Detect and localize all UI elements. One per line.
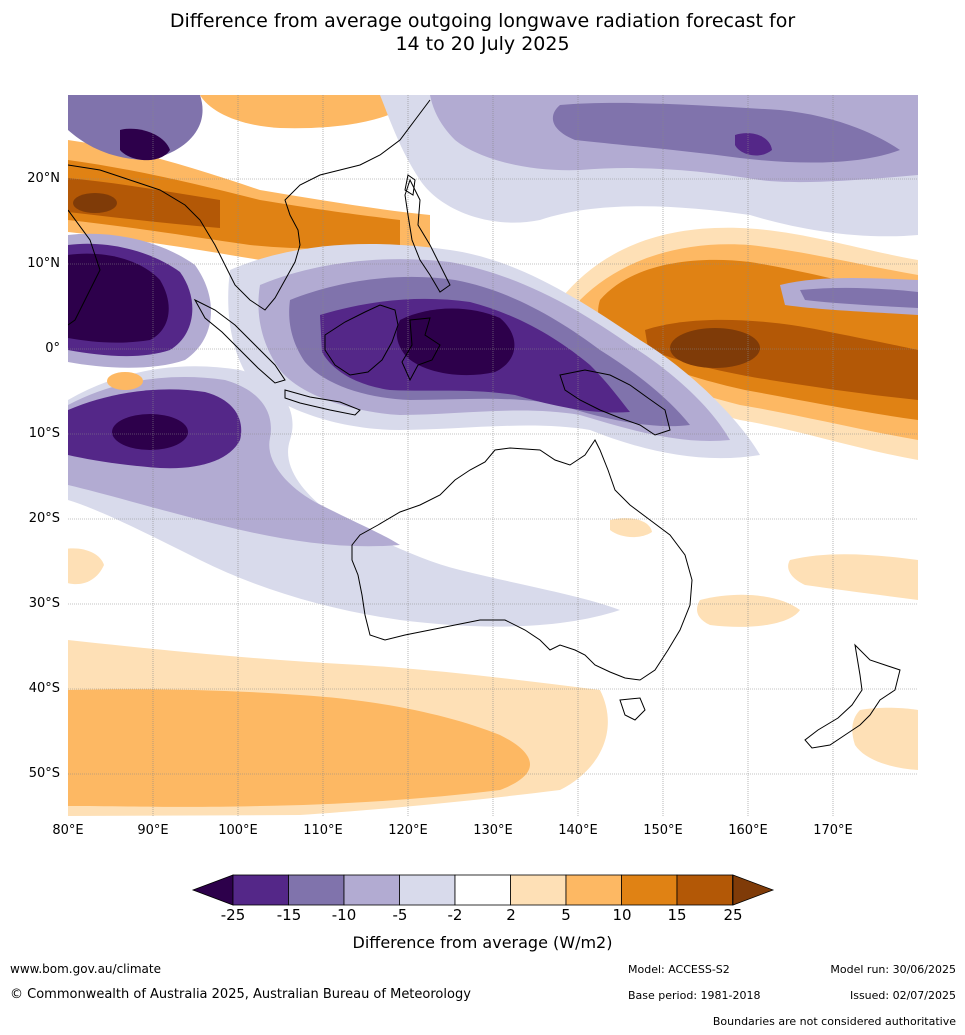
colorbar-tick: -25 [220,906,246,924]
lat-label-10n: 10°N [27,256,60,271]
anomaly-field [68,95,918,816]
lon-label-80e: 80°E [52,823,84,838]
lon-label-140e: 140°E [558,823,598,838]
colorbar-title: Difference from average (W/m2) [352,933,613,952]
website-link[interactable]: www.bom.gov.au/climate [10,962,161,976]
colorbar-tick: -10 [331,906,357,924]
colorbar-tick: -15 [276,906,302,924]
lat-label-10s: 10°S [28,426,60,441]
copyright-text: © Commonwealth of Australia 2025, Austra… [10,987,471,1002]
lon-label-110e: 110°E [303,823,343,838]
colorbar-tick: -2 [447,906,463,924]
grid-lines [68,95,918,816]
lon-label-160e: 160°E [728,823,768,838]
colorbar-max-arrow [732,874,775,906]
coastlines [68,99,901,749]
model-run-text: Model run: 30/06/2025 [830,963,956,976]
colorbar-swatch [510,874,567,906]
lon-label-150e: 150°E [643,823,683,838]
lat-label-20s: 20°S [28,511,60,526]
lat-label-50s: 50°S [28,766,60,781]
colorbar [191,874,775,906]
colorbar-swatch [343,874,400,906]
lon-label-100e: 100°E [218,823,258,838]
colorbar-swatch [288,874,345,906]
colorbar-swatch [399,874,456,906]
disclaimer-text: Boundaries are not considered authoritat… [712,1015,956,1028]
lat-label-0: 0° [45,341,60,356]
colorbar-swatch [454,874,511,906]
colorbar-boxes [232,874,733,906]
lat-label-30s: 30°S [28,596,60,611]
lon-label-130e: 130°E [473,823,513,838]
lat-label-40s: 40°S [28,681,60,696]
title-line-1: Difference from average outgoing longwav… [169,10,796,32]
title-line-2: 14 to 20 July 2025 [395,33,570,55]
map-title: Difference from average outgoing longwav… [0,10,965,56]
colorbar-tick: 5 [561,906,571,924]
colorbar-swatch [565,874,622,906]
colorbar-swatch [621,874,678,906]
issued-text: Issued: 02/07/2025 [849,989,956,1002]
colorbar-tick: 10 [612,906,632,924]
colorbar-tick: 2 [506,906,516,924]
colorbar-tick: 25 [723,906,743,924]
colorbar-tick: -5 [392,906,408,924]
base-period-text: Base period: 1981-2018 [628,989,761,1002]
model-text: Model: ACCESS-S2 [628,963,730,976]
colorbar-min-arrow [191,874,234,906]
lon-label-170e: 170°E [813,823,853,838]
lat-label-20n: 20°N [27,171,60,186]
colorbar-tick: 15 [667,906,687,924]
colorbar-swatch [676,874,733,906]
lon-label-120e: 120°E [388,823,428,838]
colorbar-swatch [232,874,289,906]
lon-label-90e: 90°E [137,823,169,838]
